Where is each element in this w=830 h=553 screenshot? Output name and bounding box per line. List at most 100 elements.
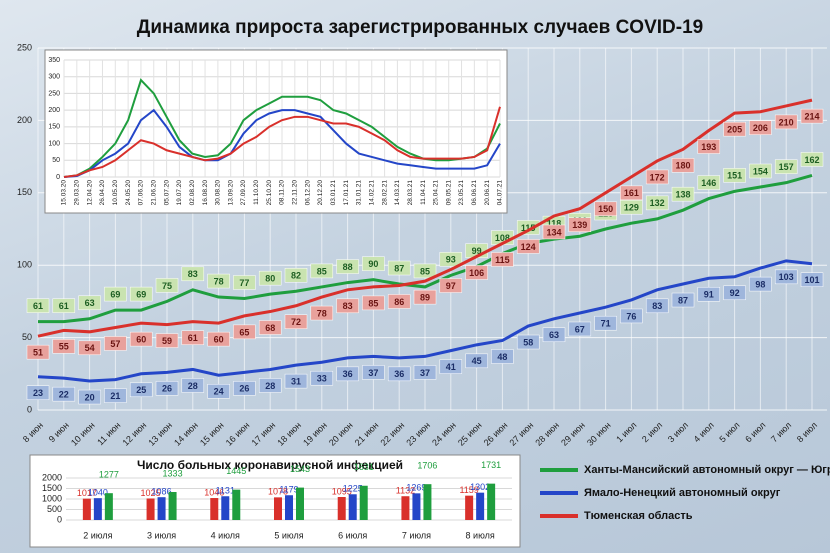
value-label-box <box>697 175 721 190</box>
value-label: 63 <box>549 330 559 340</box>
value-label: 193 <box>701 142 716 152</box>
value-label-box <box>516 239 540 254</box>
x-tick-label: 31.01.21 <box>356 180 363 206</box>
value-label: 87 <box>394 263 404 273</box>
value-label: 78 <box>214 276 224 286</box>
value-label: 83 <box>343 301 353 311</box>
value-label-box <box>104 336 127 351</box>
value-label: 1046 <box>204 487 224 497</box>
legend-label: Ямало-Ненецкий автономный округ <box>584 487 781 499</box>
x-tick-label: 30 июн <box>585 420 613 448</box>
value-label: 82 <box>291 271 301 281</box>
bar <box>146 498 155 520</box>
value-label: 28 <box>265 381 275 391</box>
value-label: 134 <box>546 227 561 237</box>
value-label: 61 <box>33 301 43 311</box>
y-tick-label: 200 <box>48 107 60 114</box>
bar <box>93 498 102 520</box>
value-label: 21 <box>110 391 120 401</box>
y-tick-label: 2000 <box>42 472 62 482</box>
y-tick-label: 0 <box>57 514 62 524</box>
value-label: 1131 <box>216 486 235 496</box>
value-label-box <box>387 294 411 309</box>
value-label: 57 <box>110 339 120 349</box>
value-label-box <box>774 159 798 174</box>
value-label: 85 <box>420 266 430 276</box>
x-tick-label: 11.04.21 <box>420 180 427 205</box>
y-tick-label: 150 <box>17 187 32 197</box>
x-tick-label: 1 июл <box>614 420 638 444</box>
y-tick-label: 150 <box>48 124 60 131</box>
x-tick-label: 19.07.20 <box>176 180 183 206</box>
value-label: 54 <box>85 343 95 353</box>
value-label-box <box>800 272 824 288</box>
value-label: 180 <box>675 161 690 171</box>
value-label: 36 <box>343 369 353 379</box>
x-tick-label: 15.03.20 <box>61 180 68 206</box>
x-tick-label: 14.02.21 <box>368 180 375 206</box>
value-label: 67 <box>575 324 585 334</box>
value-label: 214 <box>804 112 819 122</box>
y-tick-label: 350 <box>48 57 60 64</box>
value-label: 139 <box>572 220 587 230</box>
value-label-box <box>620 199 643 215</box>
legend-label: Ханты-Мансийский автономный округ — Югра <box>584 464 830 476</box>
x-tick-label: 23.05.21 <box>458 180 465 206</box>
y-tick-label: 250 <box>48 90 60 97</box>
value-label: 76 <box>626 311 636 321</box>
bar <box>168 492 177 520</box>
x-tick-label: 25 июн <box>456 420 484 448</box>
series-line <box>38 173 813 324</box>
x-tick-label: 24 июн <box>430 420 458 448</box>
value-label: 88 <box>343 262 353 272</box>
value-label: 1333 <box>163 468 183 478</box>
value-label: 1269 <box>406 483 426 493</box>
value-label-box <box>697 139 721 154</box>
bar <box>476 492 485 520</box>
x-tick-label: 25.10.20 <box>266 180 273 206</box>
value-label: 86 <box>394 297 404 307</box>
y-tick-label: 100 <box>17 260 32 270</box>
value-label: 101 <box>804 275 819 285</box>
value-label-box <box>800 152 824 167</box>
bar <box>82 498 91 520</box>
x-tick-label: 29.03.20 <box>74 180 81 206</box>
value-label-box <box>671 186 695 202</box>
x-tick-label: 22 июн <box>379 420 407 448</box>
value-label: 55 <box>59 342 69 352</box>
value-label-box <box>723 121 746 137</box>
value-label-box <box>491 349 514 364</box>
value-label: 1025 <box>141 488 161 498</box>
value-label: 1179 <box>279 485 298 495</box>
y-tick-label: 50 <box>52 157 60 164</box>
value-label-box <box>104 388 127 403</box>
value-label: 31 <box>291 376 301 386</box>
value-label: 83 <box>188 269 198 279</box>
x-tick-label: 22.11.20 <box>292 180 299 205</box>
value-label: 71 <box>601 319 611 329</box>
value-label-box <box>336 366 359 382</box>
y-tick-label: 500 <box>47 504 62 514</box>
value-label: 68 <box>265 323 275 333</box>
y-tick-label: 1500 <box>42 483 62 493</box>
value-label: 37 <box>420 368 430 378</box>
value-label-box <box>516 334 540 350</box>
value-label-box <box>233 381 256 396</box>
x-tick-label: 28.03.21 <box>407 180 414 206</box>
value-label-box <box>645 169 669 185</box>
bar <box>221 496 230 520</box>
value-label-box <box>207 331 230 347</box>
y-tick-label: 300 <box>48 74 60 81</box>
x-tick-label: 11 июн <box>95 420 122 447</box>
x-tick-label: 17.01.21 <box>343 180 350 206</box>
x-tick-label: 4 июля <box>211 530 240 540</box>
x-tick-label: 4 июл <box>692 420 716 444</box>
value-label: 108 <box>495 233 510 243</box>
x-tick-label: 16 июн <box>224 420 252 448</box>
value-label-box <box>129 382 153 398</box>
value-label-box <box>594 201 617 217</box>
value-label: 91 <box>704 290 714 300</box>
value-label: 132 <box>650 198 665 208</box>
value-label-box <box>697 286 721 302</box>
y-tick-label: 100 <box>48 140 60 147</box>
